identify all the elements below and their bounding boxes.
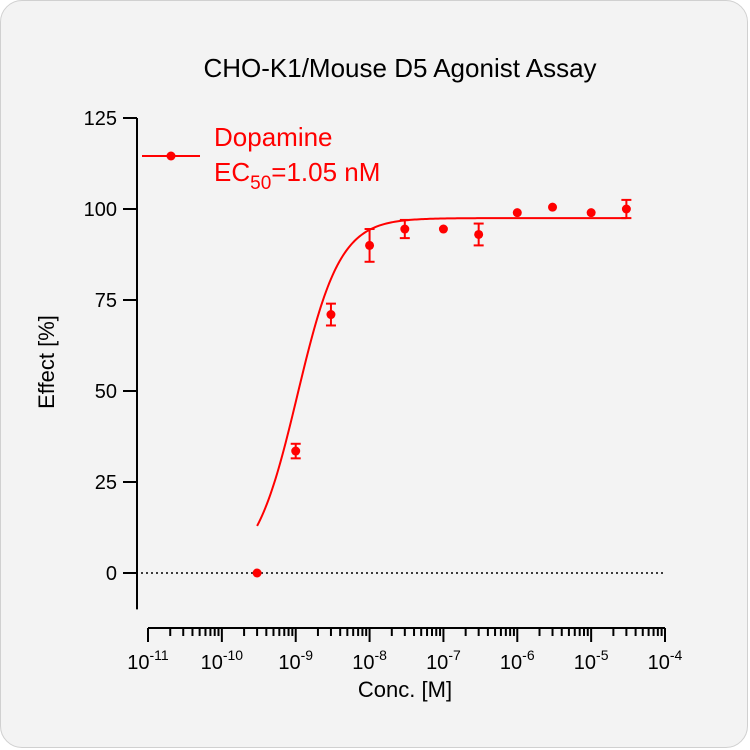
legend-ec50: EC50=1.05 nM (214, 157, 380, 194)
legend-ec-main: EC (214, 157, 250, 187)
data-point (548, 202, 558, 212)
y-tick-label: 50 (95, 381, 117, 403)
data-point (621, 198, 632, 220)
x-tick-base: 10 (500, 652, 522, 674)
x-tick-label: 10-8 (352, 647, 387, 674)
data-point (586, 208, 596, 218)
y-tick-label: 0 (106, 563, 117, 585)
point-marker (326, 310, 336, 320)
x-tick-label: 10-10 (201, 647, 244, 674)
y-tick-label: 75 (95, 290, 117, 312)
x-tick-base: 10 (426, 652, 448, 674)
x-tick-label: 10-6 (500, 647, 535, 674)
x-tick-exponent: -5 (596, 647, 609, 663)
y-axis-title: Effect [%] (34, 315, 59, 409)
data-point (473, 222, 484, 247)
data-point (399, 218, 410, 240)
data-point (290, 442, 301, 460)
x-tick-label: 10-9 (278, 647, 313, 674)
point-marker (474, 229, 484, 239)
y-axis: 0 25 50 75 100 125 (84, 108, 138, 610)
y-tick-label: 125 (84, 108, 117, 130)
legend-ec-sub: 50 (250, 173, 271, 194)
x-tick-label: 10-11 (127, 647, 169, 674)
x-tick-label: 10-4 (648, 647, 683, 674)
x-axis: 10-11 10-10 10-9 10-8 10-7 10-6 10-5 10-4 (127, 627, 683, 674)
legend-marker (166, 151, 176, 161)
legend-ec-value: =1.05 nM (271, 157, 380, 187)
x-tick-base: 10 (127, 652, 149, 674)
x-tick-exponent: -11 (150, 647, 169, 663)
x-tick-exponent: -6 (522, 647, 535, 663)
point-marker (621, 204, 631, 214)
data-point (438, 224, 448, 234)
data-points (252, 198, 632, 578)
data-point (512, 208, 522, 218)
legend-label: Dopamine (214, 122, 333, 152)
x-tick-exponent: -7 (448, 647, 461, 663)
x-tick-exponent: -8 (374, 647, 387, 663)
point-marker (365, 240, 375, 250)
x-tick-exponent: -4 (670, 647, 683, 663)
y-tick-label: 25 (95, 472, 117, 494)
x-tick-base: 10 (574, 652, 596, 674)
point-marker (400, 224, 410, 234)
x-tick-base: 10 (648, 652, 670, 674)
x-tick-label: 10-5 (574, 647, 609, 674)
x-tick-base: 10 (352, 652, 374, 674)
chart-title: CHO-K1/Mouse D5 Agonist Assay (203, 53, 596, 83)
point-marker (438, 224, 448, 234)
data-point (364, 228, 375, 263)
point-marker (512, 208, 522, 218)
point-marker (586, 208, 596, 218)
x-tick-base: 10 (278, 652, 300, 674)
data-point (325, 302, 336, 327)
x-tick-base: 10 (201, 652, 223, 674)
fit-curve (256, 217, 627, 527)
point-marker (291, 446, 301, 456)
x-tick-exponent: -9 (301, 647, 314, 663)
point-marker (548, 202, 558, 212)
x-tick-label: 10-7 (426, 647, 461, 674)
legend: Dopamine EC50=1.05 nM (142, 122, 380, 194)
x-tick-exponent: -10 (223, 647, 243, 663)
y-tick-label: 100 (84, 199, 117, 221)
fit-line (256, 217, 627, 527)
x-axis-title: Conc. [M] (358, 677, 452, 702)
data-point (252, 568, 262, 578)
point-marker (252, 568, 262, 578)
